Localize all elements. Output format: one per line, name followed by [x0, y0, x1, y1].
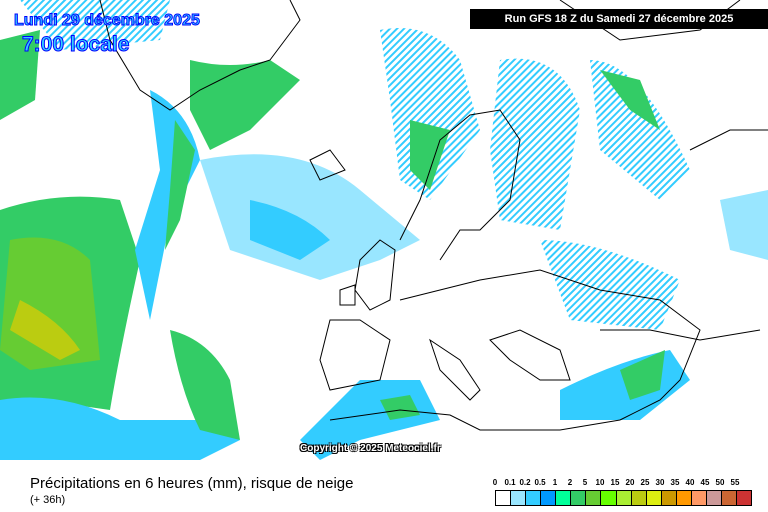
- legend-swatch: [541, 491, 557, 505]
- legend-label: 35: [670, 478, 680, 487]
- legend-label: 1: [552, 478, 558, 487]
- legend-swatch: [496, 491, 512, 505]
- legend-label: 30: [655, 478, 665, 487]
- legend-swatch: [571, 491, 587, 505]
- legend-label: 0: [492, 478, 498, 487]
- legend-label: 0.5: [534, 478, 546, 487]
- legend-swatch: [616, 491, 632, 505]
- legend-label: 15: [610, 478, 620, 487]
- legend-swatch: [526, 491, 542, 505]
- legend-label: 55: [730, 478, 740, 487]
- legend-swatch: [737, 491, 752, 505]
- copyright: Copyright © 2025 Meteociel.fr: [300, 443, 441, 454]
- footer: Précipitations en 6 heures (mm), risque …: [0, 470, 768, 512]
- legend-label: 25: [640, 478, 650, 487]
- legend-label: 40: [685, 478, 695, 487]
- forecast-date: Lundi 29 décembre 2025: [14, 12, 201, 30]
- legend-swatch: [721, 491, 737, 505]
- legend-swatch: [706, 491, 722, 505]
- color-legend: 0 0.1 0.2 0.5 1 2 5 10 15 20 25 30 35 40 45 50 55: [492, 478, 755, 506]
- legend-swatch: [586, 491, 602, 505]
- legend-swatch: [511, 491, 527, 505]
- legend-swatch: [556, 491, 572, 505]
- legend-swatch: [631, 491, 647, 505]
- legend-label: 0.1: [504, 478, 516, 487]
- forecast-time: 7:00 locale: [21, 33, 130, 57]
- forecast-offset: (+ 36h): [30, 494, 66, 506]
- legend-label: 2: [567, 478, 573, 487]
- legend-swatch: [601, 491, 617, 505]
- legend-labels: 0 0.1 0.2 0.5 1 2 5 10 15 20 25 30 35 40 45 50 55: [492, 478, 755, 490]
- legend-label: 10: [595, 478, 605, 487]
- precipitation-map: [0, 0, 768, 460]
- legend-swatches: [495, 490, 752, 506]
- legend-swatch: [691, 491, 707, 505]
- legend-label: 20: [625, 478, 635, 487]
- legend-swatch: [676, 491, 692, 505]
- legend-swatch: [646, 491, 662, 505]
- run-info: Run GFS 18 Z du Samedi 27 décembre 2025: [470, 9, 768, 29]
- legend-label: 5: [582, 478, 588, 487]
- legend-label: 50: [715, 478, 725, 487]
- legend-swatch: [661, 491, 677, 505]
- precip-areas: [0, 0, 768, 460]
- map-title: Précipitations en 6 heures (mm), risque …: [30, 475, 354, 492]
- legend-label: 45: [700, 478, 710, 487]
- legend-label: 0.2: [519, 478, 531, 487]
